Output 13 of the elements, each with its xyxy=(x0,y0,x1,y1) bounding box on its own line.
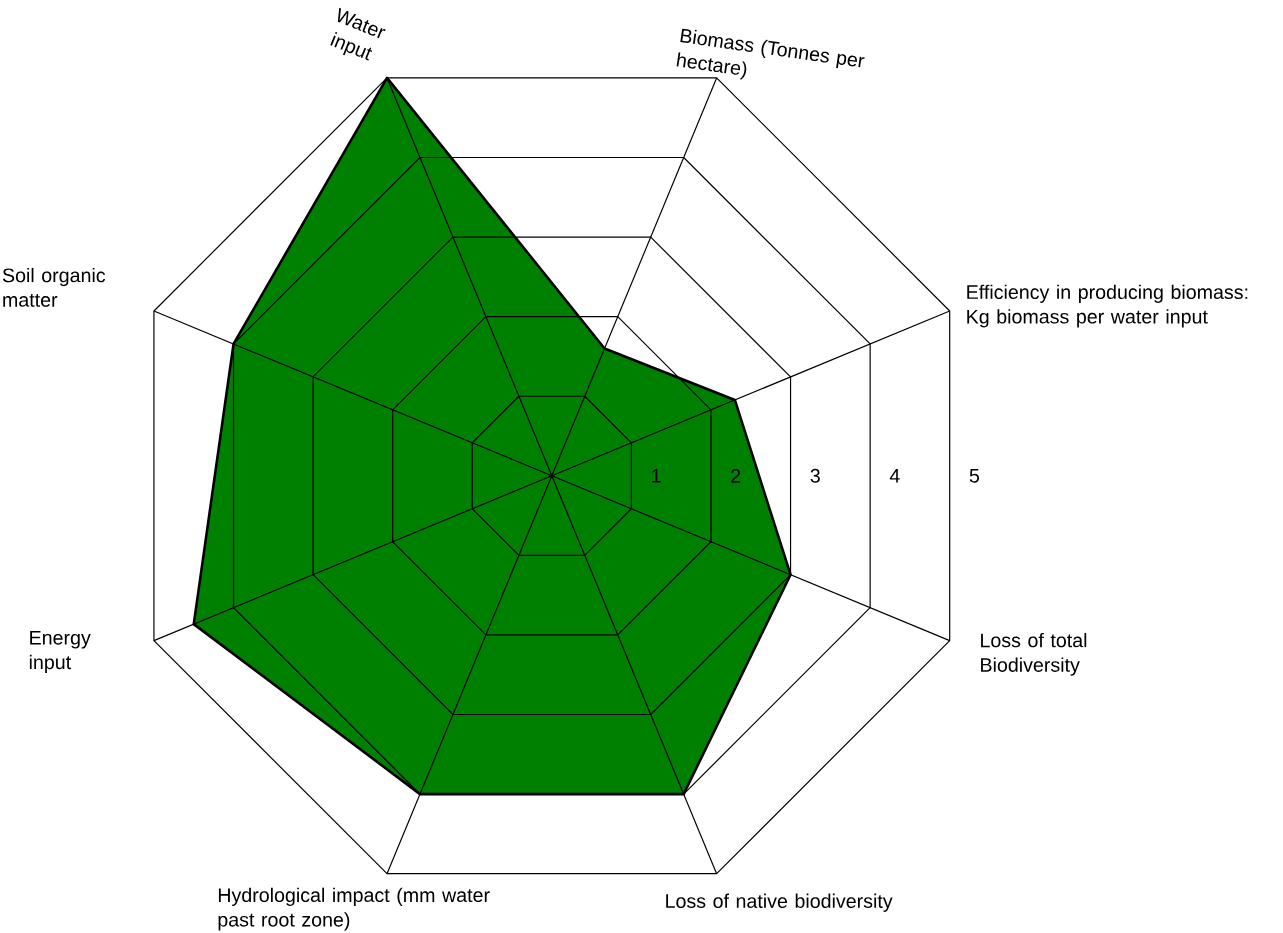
y-tick-label: 5 xyxy=(969,469,980,483)
spoke-label: Loss of total Biodiversity xyxy=(981,633,1087,677)
spoke-label: Energy input xyxy=(29,631,91,674)
spoke-label: Efficiency in producing biomass: Kg biomass per water input xyxy=(967,284,1248,328)
spoke-label: Biomass (Tonnes per hectare) xyxy=(676,28,865,80)
y-tick-label: 1 xyxy=(652,469,661,483)
y-tick-label: 2 xyxy=(731,469,741,483)
y-tick-label: 3 xyxy=(810,469,820,483)
spoke-label: Hydrological impact (mm water past root zone) xyxy=(218,887,490,931)
spoke-label: Loss of native biodiversity xyxy=(666,893,893,913)
y-tick-label: 4 xyxy=(889,469,900,483)
spoke-label: Soil organic matter xyxy=(2,268,106,308)
spoke-label: Water input xyxy=(330,7,386,61)
